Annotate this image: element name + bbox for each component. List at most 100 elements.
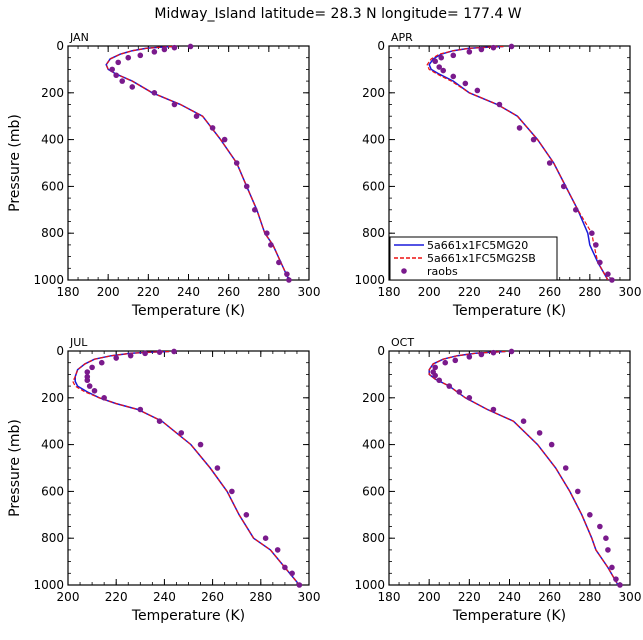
chart-apr: APR 180 200 220 240 260 280 300 0 200 400 600 800 100… [354,31,641,319]
y-tick-label: 800 [362,531,385,545]
raobs-point [274,547,281,553]
raobs-point [243,512,250,518]
raobs-point [127,352,134,359]
series-line-5a661x1fc5mg20 [74,351,300,585]
x-tick-label: 220 [105,590,128,604]
raobs-point [156,418,163,425]
chart-jan: JAN 180 200 220 240 260 280 300 0 200 400 600 800 100… [7,31,320,319]
raobs-point [209,125,216,131]
raobs-point [91,387,98,394]
raobs-point [548,441,555,448]
x-axis-label: Temperature (K) [452,303,566,319]
raobs-point [587,512,593,518]
raobs-point [432,364,438,371]
panels: JAN 180 200 220 240 260 280 300 0 200 400 600 800 100… [7,31,641,624]
raobs-point [450,73,457,80]
x-tick-label: 260 [201,590,224,604]
raobs-point [178,430,185,436]
y-tick-label: 600 [41,179,64,193]
x-tick-label: 200 [418,590,441,604]
raobs-point [243,183,250,190]
raobs-point [436,377,443,384]
raobs-point [530,136,537,143]
raobs-point [466,395,473,401]
raobs-point [442,359,449,366]
raobs-point [113,72,119,79]
x-tick-label: 280 [257,285,280,299]
x-axis-label: Temperature (K) [131,303,245,319]
raobs-point [436,64,443,70]
raobs-point [609,564,615,571]
raobs-point [151,49,158,55]
raobs-point [562,465,569,471]
x-tick-label: 300 [619,285,642,299]
raobs-point [508,348,515,355]
raobs-point [440,67,447,74]
raobs-point [589,230,595,236]
raobs-point [137,406,144,413]
y-tick-label: 600 [362,179,385,193]
raobs-point [478,46,485,53]
y-tick-label: 0 [377,39,385,53]
panel-label: JAN [69,31,89,44]
y-tick-label: 600 [362,484,385,498]
raobs-point [161,46,168,53]
raobs-point [268,242,274,248]
x-tick-label: 260 [538,285,561,299]
y-tick-label: 1000 [33,273,64,287]
raobs-point [572,207,579,213]
y-axis-label: Pressure (mb) [7,114,23,212]
raobs-point [438,54,445,61]
raobs-point [276,259,282,266]
raobs-point [125,54,132,61]
raobs-point [452,357,459,364]
x-tick-label: 260 [217,285,240,299]
y-tick-label: 800 [362,226,385,240]
raobs-point [536,430,543,436]
raobs-point [142,350,148,357]
y-tick-label: 200 [362,86,385,100]
x-tick-label: 280 [578,285,601,299]
raobs-point [450,52,457,59]
x-tick-label: 180 [57,285,80,299]
figure-title: Midway_Island latitude= 28.3 N longitude… [154,6,521,22]
raobs-point [286,277,292,283]
legend-box [389,236,558,281]
raobs-point [171,44,178,51]
raobs-point [221,136,228,143]
y-tick-label: 400 [362,438,385,452]
series-line-5a661x1fc5mg20 [428,351,619,585]
raobs-point [84,369,91,375]
y-axis-label: Pressure (mb) [7,419,23,517]
y-tick-label: 0 [56,344,64,358]
raobs-point [613,576,619,582]
plot-frame [388,350,631,586]
y-tick-label: 400 [41,438,64,452]
x-tick-label: 240 [153,590,176,604]
x-tick-label: 200 [97,285,120,299]
raobs-point [462,80,469,87]
raobs-point [474,87,481,94]
raobs-point [137,52,144,59]
raobs-point [86,383,93,389]
raobs-point [171,348,177,355]
x-axis-label: Temperature (K) [131,608,245,624]
raobs-point [490,406,497,413]
raobs-point [197,441,204,448]
y-tick-label: 1000 [33,578,64,592]
raobs-point [496,101,503,108]
x-tick-label: 260 [538,590,561,604]
raobs-point [490,44,497,51]
x-tick-label: 220 [137,285,160,299]
y-tick-label: 0 [56,39,64,53]
y-tick-label: 1000 [354,273,385,287]
x-tick-label: 180 [378,590,401,604]
series-line-5a661x1fc5mg2sb [105,46,290,280]
raobs-point [214,465,221,471]
panel-label: APR [391,31,413,44]
raobs-point [84,377,91,384]
raobs-point [560,183,567,190]
raobs-point [89,364,95,371]
